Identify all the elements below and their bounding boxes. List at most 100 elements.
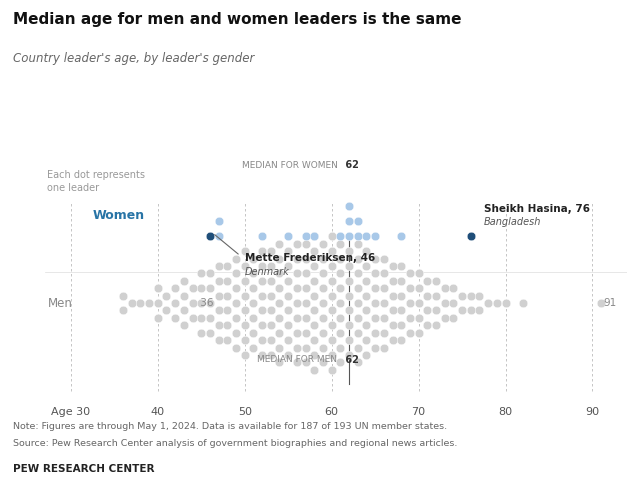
Point <box>283 247 293 255</box>
Point <box>239 292 250 300</box>
Point <box>275 344 285 352</box>
Point <box>266 247 276 255</box>
Point <box>188 299 198 307</box>
Point <box>422 277 433 285</box>
Point <box>239 351 250 359</box>
Point <box>448 314 458 322</box>
Point <box>309 277 319 285</box>
Point <box>440 299 450 307</box>
Point <box>300 240 310 247</box>
Point <box>205 299 215 307</box>
Point <box>326 292 337 300</box>
Point <box>318 270 328 278</box>
Point <box>231 344 241 352</box>
Point <box>431 292 441 300</box>
Point <box>431 307 441 315</box>
Point <box>318 240 328 247</box>
Point <box>335 329 346 337</box>
Point <box>153 299 163 307</box>
Point <box>362 292 372 300</box>
Point <box>309 232 319 240</box>
Point <box>404 329 415 337</box>
Point <box>335 358 346 366</box>
Point <box>518 299 528 307</box>
Point <box>396 262 406 270</box>
Point <box>370 270 380 278</box>
Point <box>344 247 354 255</box>
Point <box>300 344 310 352</box>
Point <box>257 277 268 285</box>
Point <box>379 254 389 262</box>
Text: 36: 36 <box>197 298 213 308</box>
Point <box>396 336 406 344</box>
Text: Sheikh Hasina, 76: Sheikh Hasina, 76 <box>484 204 590 213</box>
Point <box>257 247 268 255</box>
Text: PEW RESEARCH CENTER: PEW RESEARCH CENTER <box>13 464 154 474</box>
Point <box>362 247 372 255</box>
Point <box>188 314 198 322</box>
Point <box>266 277 276 285</box>
Point <box>335 344 346 352</box>
Point <box>300 358 310 366</box>
Point <box>387 321 397 329</box>
Point <box>404 284 415 292</box>
Point <box>413 329 424 337</box>
Point <box>379 299 389 307</box>
Point <box>309 366 319 374</box>
Point <box>283 307 293 315</box>
Point <box>326 262 337 270</box>
Text: Source: Pew Research Center analysis of government biographies and regional news: Source: Pew Research Center analysis of … <box>13 439 457 448</box>
Point <box>335 314 346 322</box>
Point <box>214 292 224 300</box>
Point <box>318 284 328 292</box>
Point <box>353 284 363 292</box>
Point <box>205 329 215 337</box>
Point <box>170 299 180 307</box>
Point <box>214 217 224 225</box>
Text: MEDIAN FOR WOMEN: MEDIAN FOR WOMEN <box>241 161 340 170</box>
Point <box>362 336 372 344</box>
Text: MEDIAN FOR MEN: MEDIAN FOR MEN <box>257 355 340 364</box>
Point <box>292 299 302 307</box>
Point <box>344 307 354 315</box>
Point <box>335 240 346 247</box>
Point <box>370 232 380 240</box>
Text: Each dot represents: Each dot represents <box>47 170 145 180</box>
Point <box>257 262 268 270</box>
Point <box>466 292 476 300</box>
Point <box>239 247 250 255</box>
Point <box>353 299 363 307</box>
Point <box>335 284 346 292</box>
Point <box>127 299 137 307</box>
Point <box>422 292 433 300</box>
Point <box>335 270 346 278</box>
Point <box>205 270 215 278</box>
Point <box>448 284 458 292</box>
Point <box>275 329 285 337</box>
Point <box>248 284 259 292</box>
Point <box>266 292 276 300</box>
Point <box>248 329 259 337</box>
Point <box>344 232 354 240</box>
Point <box>196 299 206 307</box>
Point <box>179 307 189 315</box>
Point <box>326 247 337 255</box>
Point <box>379 270 389 278</box>
Point <box>387 277 397 285</box>
Point <box>214 307 224 315</box>
Point <box>266 336 276 344</box>
Point <box>222 336 232 344</box>
Point <box>370 344 380 352</box>
Point <box>283 292 293 300</box>
Point <box>466 232 476 240</box>
Point <box>300 299 310 307</box>
Point <box>283 262 293 270</box>
Point <box>196 314 206 322</box>
Text: Mette Frederiksen, 46: Mette Frederiksen, 46 <box>244 253 375 263</box>
Point <box>344 351 354 359</box>
Point <box>335 232 346 240</box>
Point <box>362 262 372 270</box>
Point <box>239 262 250 270</box>
Point <box>205 284 215 292</box>
Point <box>231 254 241 262</box>
